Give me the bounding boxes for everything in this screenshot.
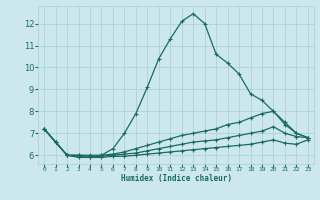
X-axis label: Humidex (Indice chaleur): Humidex (Indice chaleur)	[121, 174, 231, 183]
